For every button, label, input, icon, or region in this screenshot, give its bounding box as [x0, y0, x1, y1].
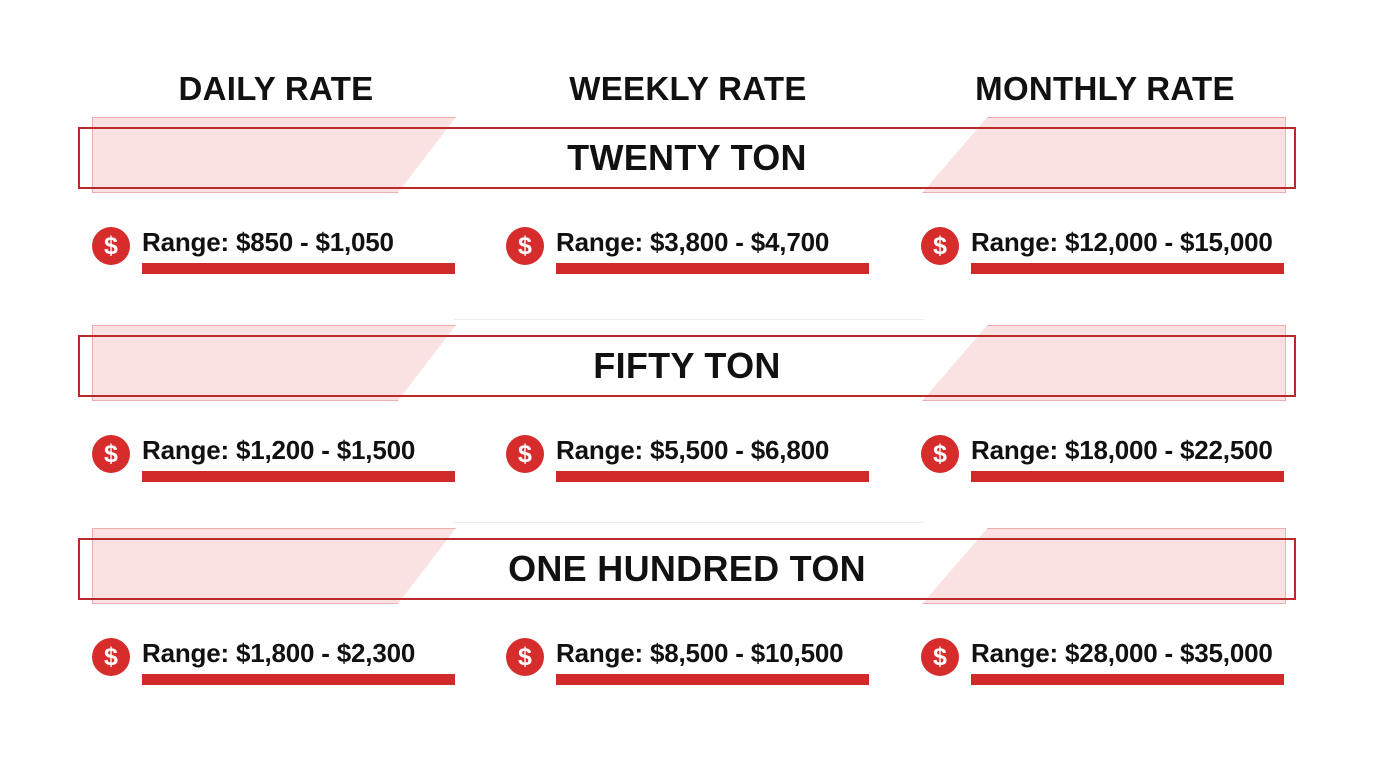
- weekly-rate-header: WEEKLY RATE: [569, 70, 807, 107]
- section-divider: [454, 319, 924, 320]
- monthly-rate-item: $ Range: $28,000 - $35,000: [921, 630, 1301, 685]
- tier-title: FIFTY TON: [593, 345, 781, 386]
- dollar-coin-icon: $: [921, 638, 959, 676]
- section-divider: [454, 522, 924, 523]
- underline-bar: [971, 674, 1284, 685]
- weekly-rate-item: $ Range: $3,800 - $4,700: [506, 219, 886, 274]
- daily-rate-range: Range: $1,800 - $2,300: [142, 638, 416, 668]
- daily-rate-header: DAILY RATE: [178, 70, 374, 107]
- tier-fifty-ton: FIFTY TON $ Range: $1,200 - $1,500 $ Ran…: [0, 319, 1376, 535]
- underline-bar: [142, 674, 455, 685]
- decorative-parallelogram-left: [92, 117, 456, 193]
- tier-title-band: FIFTY TON: [78, 335, 1296, 397]
- monthly-rate-range: Range: $28,000 - $35,000: [971, 638, 1273, 668]
- tier-one-hundred-ton: ONE HUNDRED TON $ Range: $1,800 - $2,300…: [0, 522, 1376, 738]
- dollar-coin-icon: $: [921, 227, 959, 265]
- decorative-parallelogram-left: [92, 528, 456, 604]
- dollar-coin-icon: $: [506, 435, 544, 473]
- monthly-rate-header: MONTHLY RATE: [975, 70, 1235, 107]
- monthly-rate-range: Range: $12,000 - $15,000: [971, 227, 1273, 257]
- monthly-rate-item: $ Range: $18,000 - $22,500: [921, 427, 1301, 482]
- dollar-coin-icon: $: [92, 435, 130, 473]
- underline-bar: [556, 674, 869, 685]
- monthly-rate-item: $ Range: $12,000 - $15,000: [921, 219, 1301, 274]
- underline-bar: [142, 263, 455, 274]
- underline-bar: [556, 263, 869, 274]
- daily-rate-range: Range: $1,200 - $1,500: [142, 435, 416, 465]
- daily-rate-item: $ Range: $1,200 - $1,500: [92, 427, 472, 482]
- weekly-rate-range: Range: $5,500 - $6,800: [556, 435, 830, 465]
- daily-rate-range: Range: $850 - $1,050: [142, 227, 394, 257]
- daily-rate-item: $ Range: $1,800 - $2,300: [92, 630, 472, 685]
- underline-bar: [142, 471, 455, 482]
- underline-bar: [971, 263, 1284, 274]
- tier-title: TWENTY TON: [567, 137, 807, 178]
- weekly-rate-range: Range: $3,800 - $4,700: [556, 227, 830, 257]
- decorative-parallelogram-left: [92, 325, 456, 401]
- dollar-coin-icon: $: [921, 435, 959, 473]
- tier-title-band: ONE HUNDRED TON: [78, 538, 1296, 600]
- decorative-parallelogram-right: [922, 325, 1286, 401]
- underline-bar: [556, 471, 869, 482]
- tier-twenty-ton: TWENTY TON $ Range: $850 - $1,050 $ Rang…: [0, 117, 1376, 327]
- decorative-parallelogram-right: [922, 528, 1286, 604]
- daily-rate-item: $ Range: $850 - $1,050: [92, 219, 472, 274]
- dollar-coin-icon: $: [92, 227, 130, 265]
- tier-title: ONE HUNDRED TON: [508, 548, 866, 589]
- dollar-coin-icon: $: [92, 638, 130, 676]
- weekly-rate-range: Range: $8,500 - $10,500: [556, 638, 844, 668]
- dollar-coin-icon: $: [506, 227, 544, 265]
- monthly-rate-range: Range: $18,000 - $22,500: [971, 435, 1273, 465]
- decorative-parallelogram-right: [922, 117, 1286, 193]
- weekly-rate-item: $ Range: $5,500 - $6,800: [506, 427, 886, 482]
- weekly-rate-item: $ Range: $8,500 - $10,500: [506, 630, 886, 685]
- dollar-coin-icon: $: [506, 638, 544, 676]
- tier-title-band: TWENTY TON: [78, 127, 1296, 189]
- underline-bar: [971, 471, 1284, 482]
